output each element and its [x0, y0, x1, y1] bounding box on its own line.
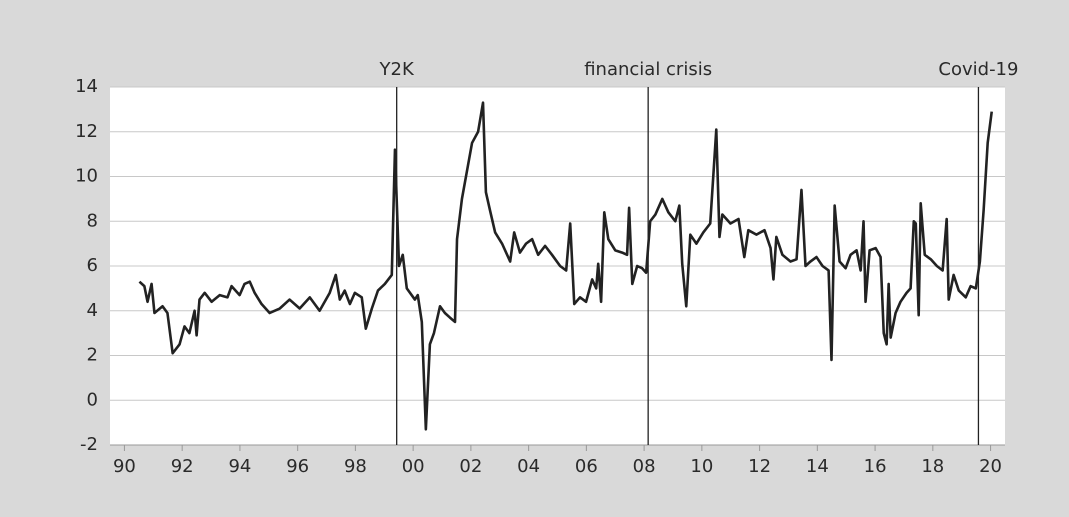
- y-tick-label: -2: [80, 434, 98, 455]
- y-tick-label: 14: [75, 76, 98, 97]
- x-tick-label: 94: [228, 456, 251, 477]
- y-tick-label: 4: [87, 300, 98, 321]
- x-tick-label: 96: [286, 456, 309, 477]
- y-tick-label: 10: [75, 166, 98, 187]
- x-tick-label: 08: [633, 456, 656, 477]
- x-tick-label: 00: [402, 456, 425, 477]
- x-tick-label: 04: [517, 456, 540, 477]
- event-label: financial crisis: [584, 59, 712, 80]
- event-label: Covid-19: [938, 59, 1018, 80]
- y-tick-label: 0: [87, 389, 98, 410]
- x-tick-label: 20: [979, 456, 1002, 477]
- event-label: Y2K: [379, 59, 415, 80]
- y-tick-label: 2: [87, 345, 98, 366]
- y-tick-label: 8: [87, 210, 98, 231]
- x-tick-label: 14: [806, 456, 829, 477]
- x-tick-label: 02: [459, 456, 482, 477]
- x-tick-label: 98: [344, 456, 367, 477]
- x-tick-label: 10: [690, 456, 713, 477]
- x-tick-label: 18: [921, 456, 944, 477]
- x-tick-label: 12: [748, 456, 771, 477]
- x-tick-label: 06: [575, 456, 598, 477]
- x-tick-label: 16: [864, 456, 887, 477]
- y-tick-label: 6: [87, 255, 98, 276]
- x-tick-label: 90: [113, 456, 136, 477]
- x-tick-label: 92: [171, 456, 194, 477]
- data-line: [138, 101, 994, 431]
- y-tick-label: 12: [75, 121, 98, 142]
